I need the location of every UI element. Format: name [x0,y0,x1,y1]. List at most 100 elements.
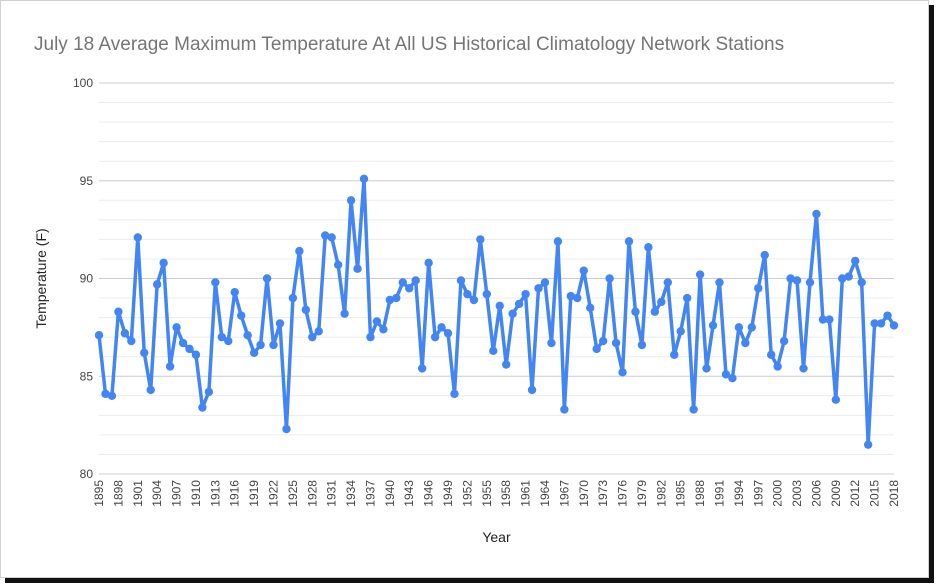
data-point [262,274,272,283]
data-point [618,368,627,377]
y-tick-label: 90 [80,272,94,286]
data-point [876,319,886,328]
chart-frame: July 18 Average Maximum Temperature At A… [0,0,929,578]
x-tick-label: 1985 [674,480,688,507]
data-point [165,362,175,371]
data-point [779,336,789,346]
x-tick-label: 1973 [596,480,610,507]
data-point [236,311,246,320]
x-tick-label: 1907 [170,480,184,507]
data-point [754,284,763,293]
x-tick-label: 1994 [732,480,746,507]
data-point [560,405,569,414]
data-point [553,237,563,246]
data-point [269,340,278,350]
data-point [243,330,252,340]
data-point [327,233,336,242]
data-point [185,344,194,354]
x-tick-label: 2015 [868,480,882,507]
x-tick-label: 1931 [325,480,339,507]
data-point [728,374,737,383]
data-point [340,309,349,318]
data-point [676,327,685,336]
series-line [97,177,896,447]
data-point [385,295,395,305]
data-point [469,295,479,305]
data-point [107,391,117,400]
data-point [566,291,576,301]
data-point [650,307,660,316]
x-tick-label: 1949 [441,480,455,507]
data-point [534,284,543,293]
data-point [282,424,291,434]
data-point [489,346,498,356]
x-tick-label: 1928 [305,480,319,507]
y-tick-label: 100 [73,76,93,90]
data-point [101,389,110,399]
x-tick-label: 1967 [557,480,571,507]
data-point [598,336,608,346]
x-tick-label: 2003 [790,480,804,507]
data-point [224,336,233,346]
data-point [670,350,679,359]
data-point [514,299,524,309]
data-point [256,340,265,350]
data-point [288,293,298,303]
x-tick-label: 2009 [829,480,843,507]
data-point [863,440,873,449]
data-point [333,260,343,270]
data-point [663,278,672,287]
x-tick-label: 2006 [809,480,823,507]
x-tick-label: 1940 [383,480,397,507]
data-point [547,338,556,348]
data-point [295,246,304,256]
data-point [773,362,782,371]
data-point [314,327,323,336]
x-tick-label: 1925 [286,480,300,507]
x-tick-label: 1964 [538,480,552,507]
data-point [586,303,595,313]
data-point [114,307,123,316]
data-point [741,338,750,348]
data-point [359,174,369,183]
data-point [398,278,407,287]
data-point [346,196,356,205]
data-point [540,278,550,287]
data-point [715,278,724,287]
data-point [501,360,511,369]
x-tick-label: 1988 [693,480,707,507]
data-point [883,311,892,320]
x-tick-label: 1952 [460,480,474,507]
data-point [424,258,433,268]
data-point [812,209,821,219]
data-point [443,329,453,338]
x-tick-label: 1937 [363,480,377,507]
x-tick-label: 1997 [751,480,765,507]
data-point [527,385,537,395]
data-point [851,256,860,266]
data-point [857,278,866,287]
data-point [799,364,808,373]
y-tick-label: 80 [80,467,94,481]
data-point [786,274,795,283]
data-point [211,278,220,287]
x-tick-label: 2000 [771,480,785,507]
data-point [611,338,621,348]
y-axis-label: Temperature (F) [33,228,49,328]
data-point [178,338,188,348]
data-point [133,233,142,242]
data-point [657,297,666,307]
x-axis-label: Year [482,529,511,545]
data-point [372,317,382,326]
data-point [766,350,776,359]
x-tick-label: 1913 [208,480,222,507]
data-point [889,321,899,330]
data-point [437,323,446,332]
data-point [734,323,744,332]
data-point [760,250,769,260]
data-point [366,332,375,342]
data-point [204,387,214,397]
x-tick-label: 1904 [150,480,164,507]
x-tick-label: 1934 [344,480,358,507]
